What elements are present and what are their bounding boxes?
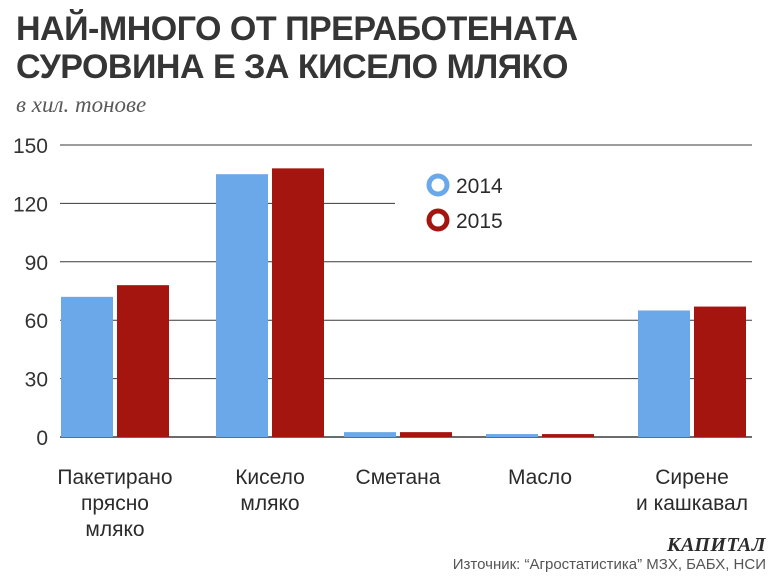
title-line-1: НАЙ-МНОГО ОТ ПРЕРАБОТЕНАТА — [16, 10, 578, 48]
bar-2014-3 — [486, 434, 538, 437]
chart-title: НАЙ-МНОГО ОТ ПРЕРАБОТЕНАТА СУРОВИНА Е ЗА… — [16, 10, 636, 86]
source-note: Източник: “Агростатистика” МЗХ, БАБХ, НС… — [452, 556, 766, 573]
y-tick-label: 30 — [25, 369, 48, 392]
y-tick-label: 90 — [25, 252, 48, 275]
y-tick-label: 0 — [36, 427, 48, 450]
bar-2014-2 — [344, 432, 396, 437]
x-tick-label: Сирене и кашкавал — [636, 466, 748, 515]
bar-2015-0 — [117, 285, 169, 437]
bar-2015-3 — [542, 434, 594, 437]
legend-label-2015: 2015 — [456, 210, 503, 233]
bar-2015-4 — [694, 306, 746, 437]
x-tick-label: Сметана — [356, 466, 441, 489]
x-tick-label: Пакетирано прясно мляко — [57, 466, 172, 541]
bar-2015-1 — [272, 168, 324, 438]
bar-2015-2 — [400, 432, 452, 437]
y-tick-label: 120 — [13, 193, 48, 216]
legend-marker-2015 — [426, 208, 450, 232]
legend-marker-2014 — [426, 173, 450, 197]
x-tick-label: Кисело мляко — [235, 466, 305, 515]
y-tick-label: 150 — [13, 135, 48, 158]
chart-subtitle: в хил. тонове — [16, 92, 147, 117]
legend-label-2014: 2014 — [456, 175, 503, 198]
brand-logo: КАПИТАЛ — [666, 534, 766, 556]
x-tick-label: Масло — [508, 466, 572, 489]
y-tick-label: 60 — [25, 310, 48, 333]
title-line-2: СУРОВИНА Е ЗА КИСЕЛО МЛЯКО — [16, 48, 568, 86]
bar-2014-0 — [61, 296, 113, 437]
bar-2014-4 — [638, 310, 690, 437]
bar-2014-1 — [216, 174, 268, 437]
